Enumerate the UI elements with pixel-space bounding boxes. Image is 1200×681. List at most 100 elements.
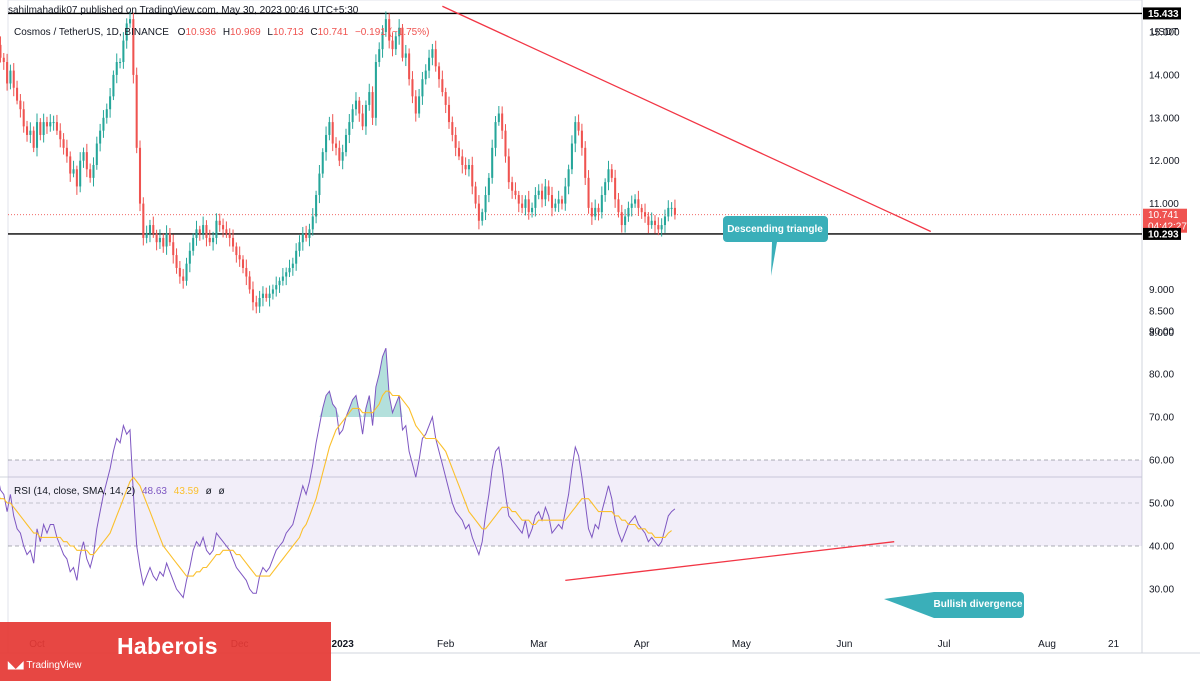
trendlines — [442, 5, 932, 582]
candle-body — [222, 225, 225, 230]
candle-body — [527, 199, 530, 213]
candle-body — [544, 186, 547, 200]
candle-body — [205, 225, 208, 238]
candle-body — [471, 164, 474, 187]
candle-body — [411, 79, 414, 97]
candle-body — [647, 216, 650, 226]
rsi-overbought-fill — [0, 348, 675, 417]
candle-body — [102, 117, 105, 131]
support-badge: 10.293 — [1148, 229, 1179, 240]
candle-body — [580, 130, 583, 148]
candlestick-series — [0, 11, 676, 314]
rsi-divergence-trendline — [565, 541, 895, 582]
candle-body — [6, 62, 9, 84]
candle-body — [653, 220, 657, 226]
candle-body — [481, 212, 484, 221]
candle-body — [514, 190, 517, 196]
candle-body — [115, 62, 118, 75]
candle-body — [295, 250, 298, 264]
candle-body — [308, 229, 311, 238]
candle-body — [457, 147, 460, 157]
close-label: C — [310, 27, 318, 38]
tradingview-logo-text: TradingView — [26, 660, 82, 671]
candle-body — [82, 152, 85, 161]
candle-body — [341, 152, 344, 161]
price-tick-label: 13.000 — [1149, 113, 1180, 124]
candle-body — [428, 57, 431, 71]
resistance-badge: 15.433 — [1148, 9, 1179, 20]
candle-body — [92, 164, 95, 178]
candle-body — [255, 302, 258, 307]
candle-body — [168, 233, 171, 243]
candle-body — [75, 169, 78, 187]
candle-body — [99, 130, 102, 144]
candle-body — [673, 207, 676, 215]
time-tick-label: Jun — [836, 639, 852, 650]
candle-body — [381, 32, 384, 50]
candle-body — [232, 237, 235, 247]
candle-body — [158, 237, 161, 243]
rsi-tick-label: 60.00 — [1149, 456, 1174, 467]
candle-body — [315, 195, 318, 217]
candle-body — [620, 212, 623, 226]
candle-body — [175, 255, 178, 268]
candle-body — [451, 122, 454, 135]
candle-body — [378, 49, 381, 63]
candle-body — [208, 237, 211, 243]
candle-body — [152, 225, 155, 234]
candle-body — [2, 57, 5, 63]
candle-body — [49, 122, 52, 127]
watermark-banner — [0, 622, 331, 681]
candle-body — [594, 207, 597, 217]
candle-body — [135, 74, 138, 148]
watermark-banner-text: Haberois — [117, 633, 218, 659]
candle-body — [494, 122, 497, 148]
candle-body — [39, 122, 42, 135]
candle-body — [52, 122, 55, 124]
candle-body — [467, 164, 470, 170]
low-value: 10.713 — [272, 27, 304, 38]
candle-body — [235, 246, 238, 256]
descending-trendline — [442, 5, 932, 233]
time-tick-label: May — [732, 639, 751, 650]
rsi-sma-line — [0, 390, 672, 577]
candle-body — [145, 233, 148, 238]
candle-body — [597, 207, 600, 213]
candle-body — [178, 267, 181, 277]
candle-body — [265, 293, 268, 298]
candle-body — [374, 62, 377, 118]
descending-triangle-label: Descending triangle — [727, 224, 823, 235]
rsi-tick-label: 30.00 — [1149, 585, 1174, 596]
candle-body — [192, 237, 195, 251]
candle-body — [354, 100, 357, 110]
candle-body — [564, 186, 567, 204]
time-tick-label: 21 — [1108, 639, 1120, 650]
time-tick-label: 2023 — [332, 639, 355, 650]
time-tick-label: Feb — [437, 639, 455, 650]
candle-body — [218, 220, 221, 226]
candle-body — [424, 70, 427, 80]
candle-body — [517, 195, 520, 204]
price-tick-label: 8.500 — [1149, 306, 1174, 317]
candle-body — [570, 143, 573, 170]
candle-body — [640, 207, 643, 213]
candle-body — [185, 263, 188, 281]
candle-body — [288, 267, 291, 273]
candle-body — [521, 203, 524, 208]
candle-body — [291, 263, 294, 268]
candle-body — [557, 199, 560, 204]
time-tick-label: Mar — [530, 639, 548, 650]
resistance-badge-bg — [1143, 7, 1181, 20]
candle-body — [59, 130, 62, 140]
candle-body — [421, 79, 424, 97]
candle-body — [182, 276, 185, 281]
rsi-sma-value: 43.59 — [173, 486, 199, 497]
candle-body — [364, 104, 367, 127]
candle-body — [129, 19, 132, 24]
rsi-extra-2: ø — [218, 486, 225, 497]
rsi-tick-label: 40.00 — [1149, 542, 1174, 553]
tradingview-logo[interactable]: ◣◢ TradingView — [8, 660, 81, 671]
candle-body — [560, 199, 563, 204]
candle-body — [271, 289, 274, 294]
